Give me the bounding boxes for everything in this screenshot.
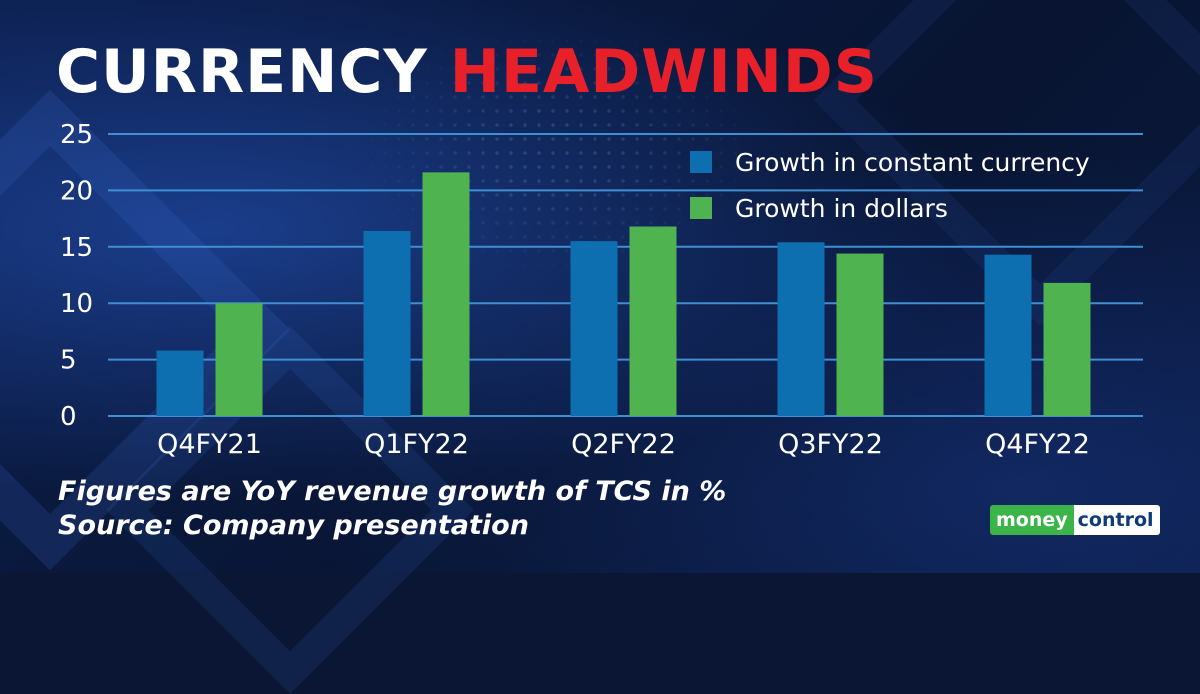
gridlines bbox=[108, 133, 1143, 417]
logo-part-2: control bbox=[1073, 505, 1160, 535]
dot-pattern bbox=[350, 20, 770, 280]
y-tick-label: 15 bbox=[60, 233, 93, 263]
legend-swatch bbox=[690, 197, 712, 219]
y-tick-label: 25 bbox=[60, 120, 93, 150]
chart-title: CURRENCY HEADWINDS bbox=[56, 36, 878, 108]
bar-dollars-q1fy22 bbox=[422, 172, 470, 416]
legend: Growth in constant currency Growth in dol… bbox=[690, 148, 1090, 223]
legend-label: Growth in dollars bbox=[735, 194, 948, 223]
x-tick-label: Q2FY22 bbox=[571, 429, 676, 460]
y-tick-label: 20 bbox=[60, 176, 93, 206]
bar-dollars-q3fy22 bbox=[836, 253, 884, 416]
title-part-1: CURRENCY bbox=[56, 37, 428, 107]
bar-dollars-q4fy22 bbox=[1043, 282, 1091, 416]
bar-constant-currency-q3fy22 bbox=[777, 242, 825, 416]
bar-dollars-q2fy22 bbox=[629, 226, 677, 416]
bar-constant-currency-q2fy22 bbox=[570, 241, 618, 416]
x-axis-ticks: Q4FY21 Q1FY22 Q2FY22 Q3FY22 Q4FY22 bbox=[157, 429, 1090, 460]
x-tick-label: Q4FY21 bbox=[157, 429, 262, 460]
bar-dollars-q4fy21 bbox=[215, 303, 263, 416]
y-tick-label: 5 bbox=[60, 346, 77, 376]
footnote-description: Figures are YoY revenue growth of TCS in… bbox=[58, 476, 727, 507]
footnote-source: Source: Company presentation bbox=[58, 510, 529, 541]
legend-label: Growth in constant currency bbox=[735, 148, 1090, 177]
bar-constant-currency-q4fy22 bbox=[984, 254, 1032, 416]
logo-part-1: money bbox=[990, 505, 1074, 535]
legend-swatch bbox=[690, 151, 712, 173]
y-tick-label: 0 bbox=[60, 402, 77, 432]
x-tick-label: Q1FY22 bbox=[364, 429, 469, 460]
moneycontrol-logo: money control bbox=[990, 505, 1160, 535]
bar-constant-currency-q4fy21 bbox=[156, 350, 204, 416]
x-tick-label: Q3FY22 bbox=[778, 429, 883, 460]
x-tick-label: Q4FY22 bbox=[985, 429, 1090, 460]
title-part-2: HEADWINDS bbox=[449, 37, 878, 107]
bars bbox=[156, 172, 1091, 416]
y-axis-ticks: 0 5 10 15 20 25 bbox=[60, 120, 93, 432]
bar-constant-currency-q1fy22 bbox=[363, 231, 411, 416]
y-tick-label: 10 bbox=[60, 289, 93, 319]
